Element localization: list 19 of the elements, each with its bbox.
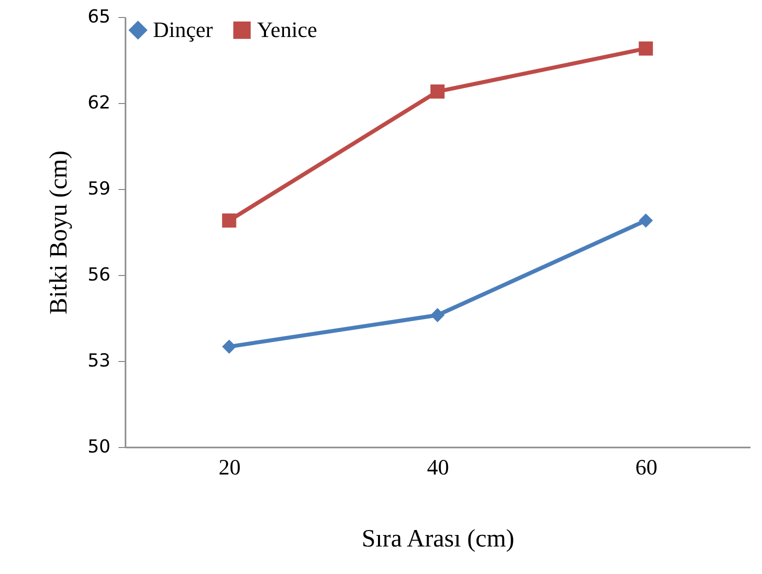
point — [222, 213, 236, 228]
point — [222, 340, 236, 354]
point — [638, 41, 653, 56]
legend-label: Dinçer — [153, 17, 214, 42]
y-tick-label: 65 — [88, 6, 110, 28]
point — [638, 213, 653, 228]
y-tick-label: 56 — [88, 264, 110, 286]
y-tick-label: 59 — [88, 178, 110, 200]
y-axis-title: Bitki Boyu (cm) — [46, 150, 73, 314]
point — [430, 84, 445, 99]
point — [430, 308, 445, 322]
x-tick-label: 60 — [635, 454, 658, 480]
y-tick-label: 62 — [88, 92, 110, 114]
y-tick-label: 50 — [88, 436, 110, 458]
legend-label: Yenice — [257, 17, 318, 42]
x-tick-label: 20 — [218, 454, 241, 480]
y-tick-label: 53 — [88, 350, 110, 372]
x-axis-title: Sıra Arası (cm) — [362, 526, 514, 552]
x-tick-label: 40 — [427, 454, 449, 480]
